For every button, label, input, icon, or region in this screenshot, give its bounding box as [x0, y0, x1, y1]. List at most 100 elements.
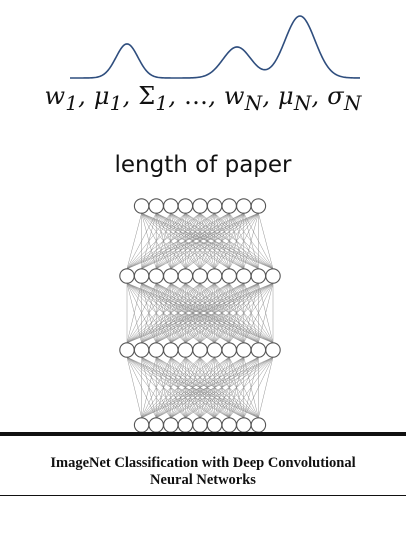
connection-edge — [258, 213, 274, 269]
network-node — [265, 342, 281, 358]
mu1: μ — [93, 82, 110, 110]
sigma1-sub: 1 — [155, 90, 169, 115]
connection-edge — [141, 357, 186, 418]
network-node — [236, 342, 252, 358]
connection-edge — [126, 282, 259, 344]
network-node — [163, 342, 179, 358]
mixture-parameters-formula: w1, μ1, Σ1, …, wN, μN, σN — [44, 82, 362, 115]
network-node — [236, 198, 252, 214]
network-layer-3 — [119, 342, 281, 358]
connection-edge — [126, 357, 142, 418]
caption: length of paper — [114, 152, 292, 178]
connection-edge — [229, 213, 259, 269]
connection-edge — [170, 213, 259, 269]
connection-edge — [141, 356, 274, 419]
connection-edge — [126, 283, 201, 343]
network-node — [265, 268, 281, 284]
network-node — [177, 417, 194, 433]
network-node — [206, 198, 223, 214]
sigmaN-sub: N — [343, 90, 362, 115]
network-node — [250, 417, 267, 433]
network-node — [119, 342, 135, 358]
connection-edge — [170, 357, 274, 418]
wN: w — [223, 82, 245, 110]
network-node — [177, 268, 194, 284]
connection-edge — [126, 282, 274, 344]
network-node — [192, 417, 208, 433]
network-node — [133, 268, 150, 284]
connection-edge — [156, 213, 259, 269]
network-node — [148, 268, 164, 284]
connection-edge — [185, 357, 274, 418]
connection-edge — [141, 282, 274, 344]
connection-edge — [141, 357, 215, 418]
connection-edge — [126, 212, 244, 270]
paper-title-line-2: Neural Networks — [150, 472, 256, 488]
connection-edge — [156, 357, 274, 418]
network-node — [163, 417, 179, 433]
connection-edge — [126, 283, 142, 343]
mixture-density-line — [70, 15, 361, 79]
connection-edge — [126, 213, 230, 269]
connection-edge — [243, 213, 259, 269]
network-connections — [126, 212, 274, 419]
connection-edge — [199, 213, 259, 269]
connection-edge — [126, 283, 215, 343]
connection-edge — [214, 357, 274, 418]
network-node — [192, 268, 208, 284]
connection-edge — [141, 357, 201, 418]
neural-network-diagram — [119, 198, 281, 433]
connection-edge — [170, 283, 274, 343]
w1: w — [44, 82, 66, 110]
connection-edge — [141, 357, 230, 418]
gaussian-mixture-curve — [70, 15, 361, 79]
connection-edge — [199, 357, 274, 418]
connection-edge — [141, 357, 259, 418]
connection-edge — [126, 213, 157, 269]
network-node — [119, 268, 135, 284]
paper-title-line-1: ImageNet Classification with Deep Convol… — [50, 455, 356, 471]
network-node — [221, 342, 237, 358]
connection-edge — [141, 357, 244, 418]
connection-edge — [258, 283, 274, 343]
network-node — [177, 342, 194, 358]
connection-edge — [126, 213, 142, 269]
network-node — [192, 342, 208, 358]
network-node — [177, 198, 194, 214]
ellipsis: … — [184, 82, 209, 110]
network-node — [148, 342, 164, 358]
network-node — [250, 342, 267, 358]
sigmaN: σ — [327, 82, 344, 110]
network-node — [236, 417, 252, 433]
network-node — [163, 198, 179, 214]
network-node — [221, 268, 237, 284]
connection-edge — [126, 212, 259, 270]
connection-edge — [229, 283, 274, 343]
network-node — [206, 417, 223, 433]
connection-edge — [126, 213, 186, 269]
network-node — [192, 198, 208, 214]
network-node — [206, 268, 223, 284]
network-node — [133, 342, 150, 358]
connection-edge — [141, 212, 259, 270]
connection-edge — [214, 283, 274, 343]
wN-sub: N — [244, 90, 263, 115]
connection-edge — [156, 282, 274, 344]
connection-edge — [126, 213, 215, 269]
network-node — [148, 198, 164, 214]
network-node — [221, 417, 237, 433]
network-node — [250, 198, 267, 214]
mu1-sub: 1 — [109, 90, 123, 115]
connection-edge — [229, 357, 274, 418]
connection-edge — [141, 357, 172, 418]
network-node — [206, 342, 223, 358]
connection-edge — [214, 213, 259, 269]
connection-edge — [243, 283, 274, 343]
sigma1: Σ — [138, 82, 156, 110]
connection-edge — [126, 213, 201, 269]
connection-edge — [126, 283, 157, 343]
connection-edge — [141, 357, 157, 418]
connection-edge — [126, 283, 171, 343]
connection-edge — [185, 213, 259, 269]
